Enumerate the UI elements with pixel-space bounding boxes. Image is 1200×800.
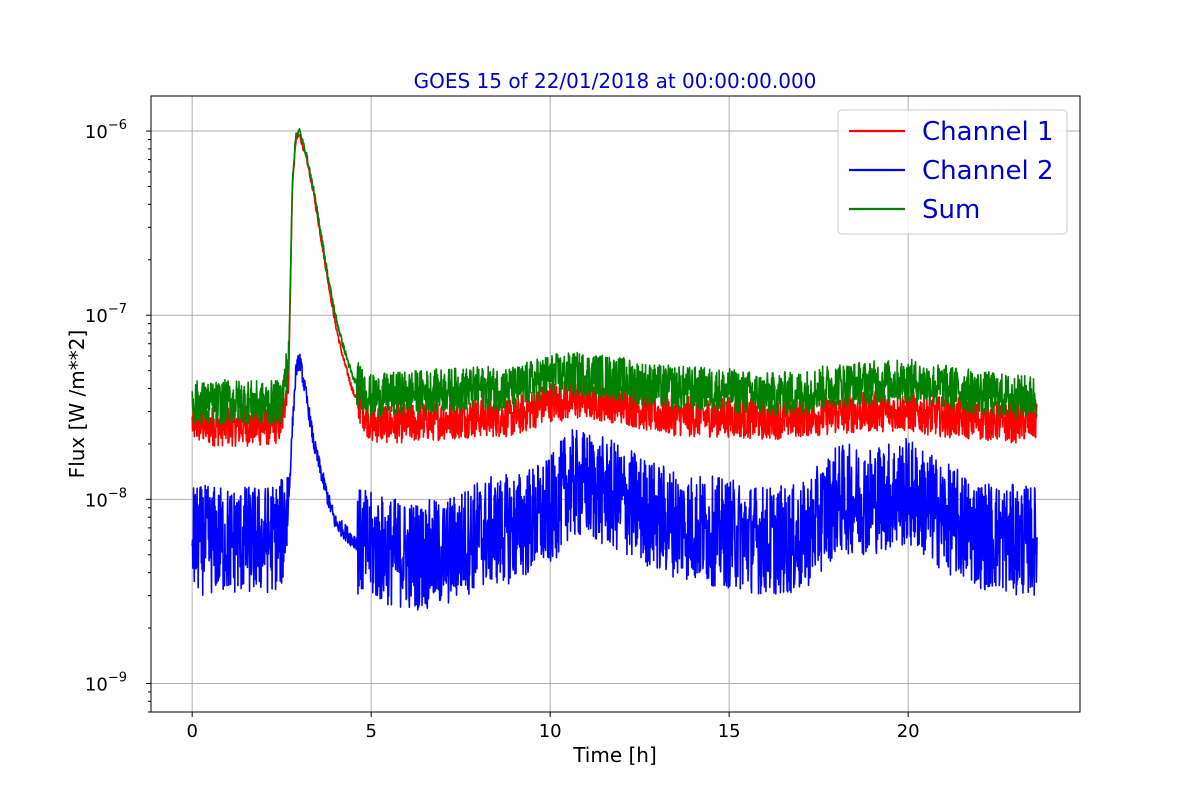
y-tick-label: 10−6 (85, 118, 127, 143)
series-layer (191, 128, 1038, 611)
x-tick-label: 10 (539, 721, 562, 742)
legend-box (837, 109, 1068, 235)
x-tick-label: 20 (897, 721, 920, 742)
legend-label-3: Sum (922, 195, 980, 225)
y-tick-label: 10−9 (85, 670, 127, 695)
x-tick-label: 0 (186, 721, 197, 742)
y-tick-exponent: −9 (108, 670, 127, 685)
x-axis-label: Time [h] (572, 743, 657, 767)
plot-frame (150, 95, 1081, 713)
y-tick-label: 10−8 (85, 486, 127, 511)
y-tick-base: 10 (85, 674, 108, 695)
y-tick-base: 10 (85, 490, 108, 511)
y-tick-base: 10 (85, 306, 108, 327)
x-tick-label: 5 (365, 721, 376, 742)
y-tick-exponent: −8 (108, 486, 127, 501)
legend: Channel 1 Channel 2 Sum (837, 109, 1068, 235)
legend-label-1: Channel 1 (922, 117, 1054, 147)
y-tick-exponent: −6 (108, 118, 127, 133)
series-line-2 (191, 353, 1038, 611)
y-tick-label: 10−7 (85, 302, 127, 327)
y-axis-label: Flux [W /m**2] (65, 330, 89, 479)
series-line-3 (191, 128, 1038, 425)
x-tick-label: 15 (718, 721, 741, 742)
legend-label-2: Channel 2 (922, 156, 1054, 186)
y-tick-base: 10 (85, 122, 108, 143)
chart-title: GOES 15 of 22/01/2018 at 00:00:00.000 (414, 69, 817, 93)
y-tick-exponent: −7 (108, 302, 127, 317)
